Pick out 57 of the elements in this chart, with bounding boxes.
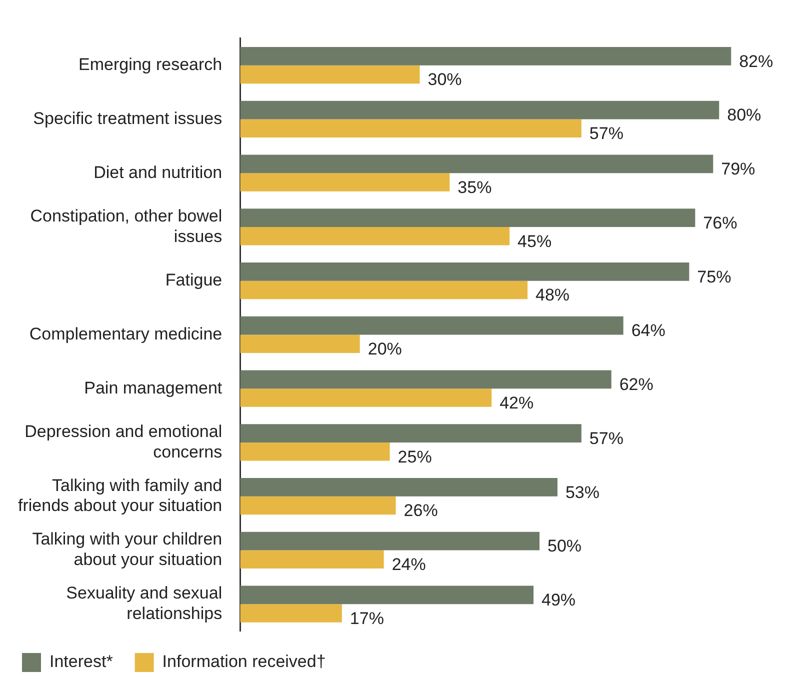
y-tick-label: Talking with family and friends about your situation bbox=[18, 476, 222, 516]
bar bbox=[240, 388, 492, 407]
bar bbox=[240, 280, 528, 300]
bar bbox=[240, 334, 360, 354]
y-tick-label: Talking with your children about your situation bbox=[32, 530, 222, 570]
data-label: 75% bbox=[697, 267, 732, 286]
legend-label: Information received† bbox=[162, 652, 326, 672]
bar bbox=[240, 442, 390, 461]
y-tick-label: Depression and emotional concerns bbox=[24, 422, 222, 462]
y-tick-label: Specific treatment issues bbox=[33, 108, 222, 128]
data-label: 53% bbox=[565, 482, 600, 502]
data-label: 79% bbox=[721, 160, 756, 179]
bar bbox=[240, 550, 384, 569]
data-label: 64% bbox=[631, 321, 666, 340]
bar bbox=[240, 316, 624, 335]
bar bbox=[240, 119, 582, 138]
bar bbox=[240, 604, 342, 622]
bar bbox=[240, 586, 534, 604]
y-tick-label: Constipation, other bowel issues bbox=[30, 206, 222, 246]
data-label: 20% bbox=[368, 340, 402, 359]
data-label: 26% bbox=[404, 501, 438, 520]
data-label: 80% bbox=[727, 106, 762, 125]
bar bbox=[240, 154, 714, 174]
data-label: 17% bbox=[350, 608, 384, 628]
data-label: 57% bbox=[589, 428, 624, 448]
bar bbox=[240, 496, 396, 515]
data-label: 30% bbox=[428, 70, 462, 90]
legend-label: Interest* bbox=[50, 652, 114, 672]
data-label: 24% bbox=[392, 555, 426, 574]
y-tick-label: Pain management bbox=[84, 378, 222, 398]
y-tick-label: Complementary medicine bbox=[29, 324, 222, 344]
y-tick-label: Sexuality and sexual relationships bbox=[66, 584, 222, 623]
bar bbox=[240, 532, 540, 550]
data-label: 76% bbox=[703, 213, 738, 232]
bar bbox=[240, 370, 612, 389]
data-label: 57% bbox=[589, 124, 624, 144]
data-label: 35% bbox=[458, 178, 492, 197]
bar bbox=[240, 65, 420, 84]
data-label: 42% bbox=[500, 393, 534, 412]
data-label: 82% bbox=[739, 52, 774, 71]
bar bbox=[240, 262, 690, 281]
data-label: 45% bbox=[518, 232, 552, 251]
data-label: 48% bbox=[536, 286, 570, 305]
y-tick-label: Fatigue bbox=[165, 270, 222, 290]
data-label: 50% bbox=[548, 536, 582, 556]
data-label: 62% bbox=[619, 375, 654, 394]
y-tick-label: Emerging research bbox=[78, 55, 222, 74]
bar bbox=[240, 100, 720, 120]
y-tick-label: Diet and nutrition bbox=[94, 162, 222, 182]
bar bbox=[240, 47, 732, 66]
bar bbox=[240, 208, 696, 227]
bar bbox=[240, 478, 558, 496]
bar bbox=[240, 226, 510, 246]
data-label: 49% bbox=[542, 590, 576, 610]
data-label: 25% bbox=[398, 447, 432, 466]
bar bbox=[240, 173, 450, 192]
bar bbox=[240, 424, 582, 442]
